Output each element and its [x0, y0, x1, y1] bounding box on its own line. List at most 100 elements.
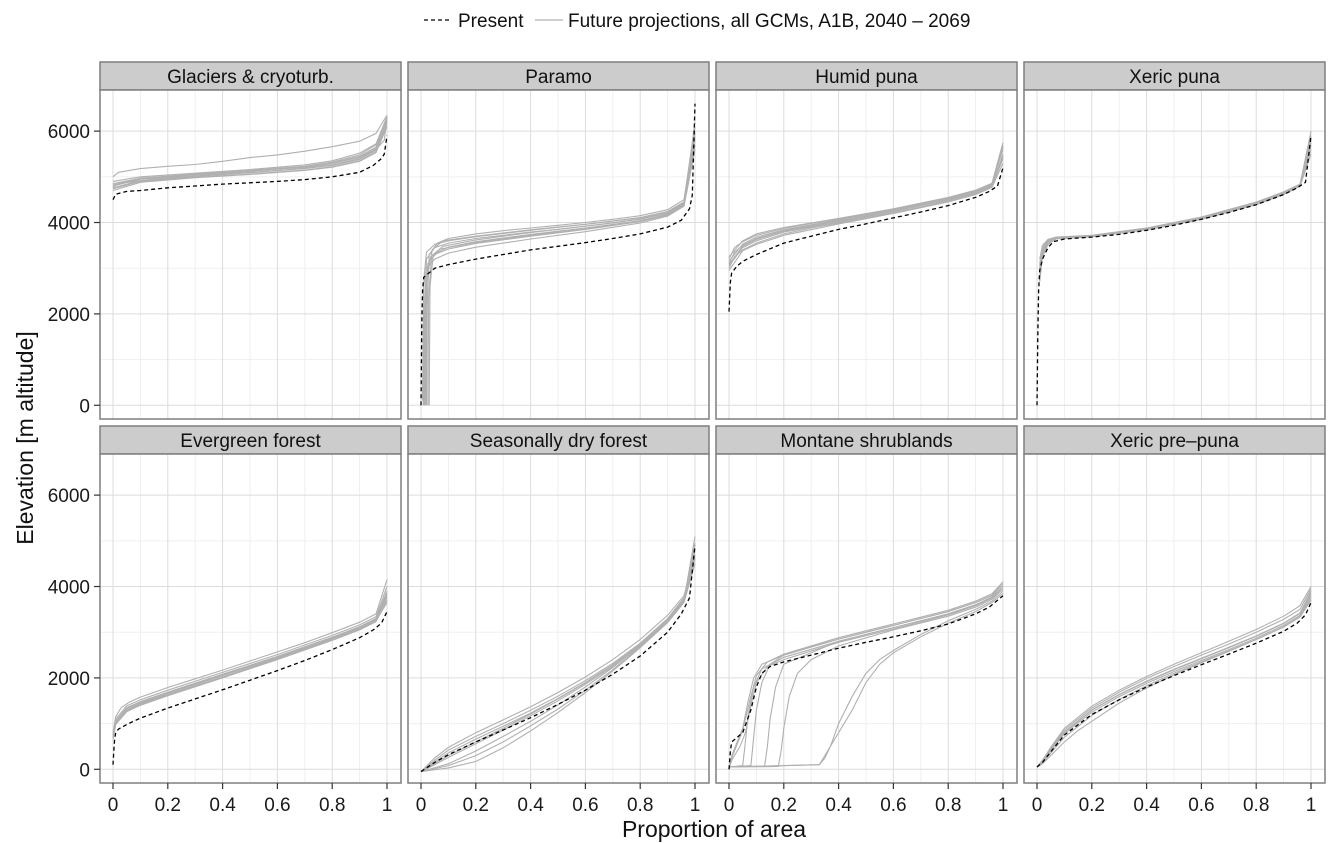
panel-border: [99, 453, 402, 784]
y-tick-label: 2000: [48, 669, 90, 690]
facet-panel: Evergreen forest 0 2000 4000 6000 0 0.2 0.4 0.6 0…: [48, 425, 402, 816]
future-projection-line: [420, 549, 696, 773]
y-tick-label: 4000: [48, 214, 90, 235]
future-projection-line: [728, 153, 1004, 269]
present-line: [420, 103, 696, 406]
facet-strip: [407, 425, 710, 455]
facet-panels: Glaciers & cryoturb. 0 2000 4000 6000 Paramo H…: [48, 61, 1326, 816]
future-projection-line: [425, 137, 696, 406]
future-projection-line: [112, 118, 388, 186]
y-tick-label: 0: [79, 760, 90, 781]
x-tick-label: 0: [724, 795, 735, 816]
x-tick-label: 0.4: [209, 795, 236, 816]
facet-title: Evergreen forest: [180, 431, 321, 452]
facet-strip: [407, 61, 710, 91]
facet-title: Paramo: [525, 67, 592, 88]
x-tick-label: 0.2: [1079, 795, 1105, 816]
x-tick-label: 0.4: [825, 795, 852, 816]
x-tick-label: 0: [108, 795, 119, 816]
facet-title: Xeric pre–puna: [1110, 431, 1239, 452]
y-tick-label: 6000: [48, 486, 90, 507]
x-tick-label: 0.6: [1188, 795, 1214, 816]
future-projection-line: [422, 133, 696, 406]
facet-title: Xeric puna: [1129, 67, 1220, 88]
facet-title: Seasonally dry forest: [470, 431, 648, 452]
x-tick-label: 0.2: [463, 795, 489, 816]
future-projection-line: [112, 121, 388, 189]
future-projection-line: [420, 556, 696, 773]
future-projection-line: [728, 142, 1004, 258]
legend: Present Future projections, all GCMs, A1…: [424, 11, 970, 32]
panel-border: [715, 453, 1018, 784]
panel-border: [1023, 453, 1326, 784]
future-projection-line: [728, 581, 1004, 770]
y-tick-label: 0: [79, 396, 90, 417]
future-projection-line: [728, 156, 1004, 265]
facet-panel: Glaciers & cryoturb. 0 2000 4000 6000: [48, 61, 402, 420]
future-projection-line: [1036, 586, 1312, 768]
future-projection-line: [1036, 593, 1312, 768]
future-projection-line: [728, 586, 1004, 768]
x-tick-label: 0.8: [1243, 795, 1269, 816]
facet-strip: [1023, 61, 1326, 91]
future-projection-line: [420, 542, 696, 773]
x-tick-label: 0.8: [935, 795, 961, 816]
panel-border: [99, 89, 402, 420]
present-line: [1036, 135, 1312, 406]
future-projection-line: [1036, 588, 1312, 768]
facet-strip: [99, 425, 402, 455]
y-axis-title: Elevation [m altitude]: [12, 331, 38, 545]
legend-future-label: Future projections, all GCMs, A1B, 2040 …: [568, 11, 970, 32]
present-line: [728, 167, 1004, 312]
panel-border: [1023, 89, 1326, 420]
future-projection-line: [112, 114, 388, 178]
future-projection-line: [728, 588, 1004, 768]
facet-strip: [99, 61, 402, 91]
future-projection-line: [728, 146, 1004, 262]
x-tick-label: 0.4: [517, 795, 544, 816]
x-tick-label: 0.4: [1133, 795, 1160, 816]
future-projection-line: [112, 586, 388, 734]
x-tick-label: 0.6: [264, 795, 290, 816]
facet-strip: [715, 61, 1018, 91]
facet-panel: Xeric pre–puna 0 0.2 0.4 0.6 0.8 1: [1023, 425, 1326, 816]
facet-panel: Montane shrublands 0 0.2 0.4 0.6 0.8 1: [715, 425, 1018, 816]
x-tick-label: 0.8: [319, 795, 345, 816]
future-projection-line: [728, 592, 1004, 768]
future-projection-line: [1039, 142, 1312, 266]
x-tick-label: 0: [1032, 795, 1043, 816]
future-projection-line: [112, 597, 388, 737]
future-projection-line: [112, 602, 388, 739]
facet-panel: Paramo: [407, 61, 710, 420]
y-tick-label: 4000: [48, 578, 90, 599]
x-axis-title: Proportion of area: [622, 816, 806, 842]
facet-panel: Humid puna: [715, 61, 1018, 420]
panel-border: [407, 89, 710, 420]
x-tick-label: 1: [382, 795, 393, 816]
facet-title: Glaciers & cryoturb.: [167, 67, 334, 88]
facet-strip: [1023, 425, 1326, 455]
panel-border: [715, 89, 1018, 420]
panel-border: [407, 453, 710, 784]
facet-panel: Xeric puna: [1023, 61, 1326, 420]
legend-present-label: Present: [458, 11, 524, 32]
present-line: [1036, 602, 1312, 768]
future-projection-line: [420, 554, 696, 772]
future-projection-line: [112, 579, 388, 733]
future-projection-line: [728, 590, 1004, 768]
future-projection-line: [728, 162, 1004, 271]
future-projection-line: [421, 149, 696, 401]
present-line: [728, 595, 1004, 770]
future-projection-line: [728, 588, 1004, 770]
present-line: [112, 135, 388, 200]
future-projection-line: [1036, 599, 1312, 768]
x-tick-label: 0.6: [572, 795, 598, 816]
x-tick-label: 1: [1306, 795, 1317, 816]
facet-title: Montane shrublands: [780, 431, 952, 452]
future-projection-line: [428, 121, 696, 406]
future-projection-line: [112, 116, 388, 182]
future-projection-line: [728, 581, 1004, 768]
x-tick-label: 0: [416, 795, 427, 816]
x-tick-label: 0.2: [771, 795, 797, 816]
